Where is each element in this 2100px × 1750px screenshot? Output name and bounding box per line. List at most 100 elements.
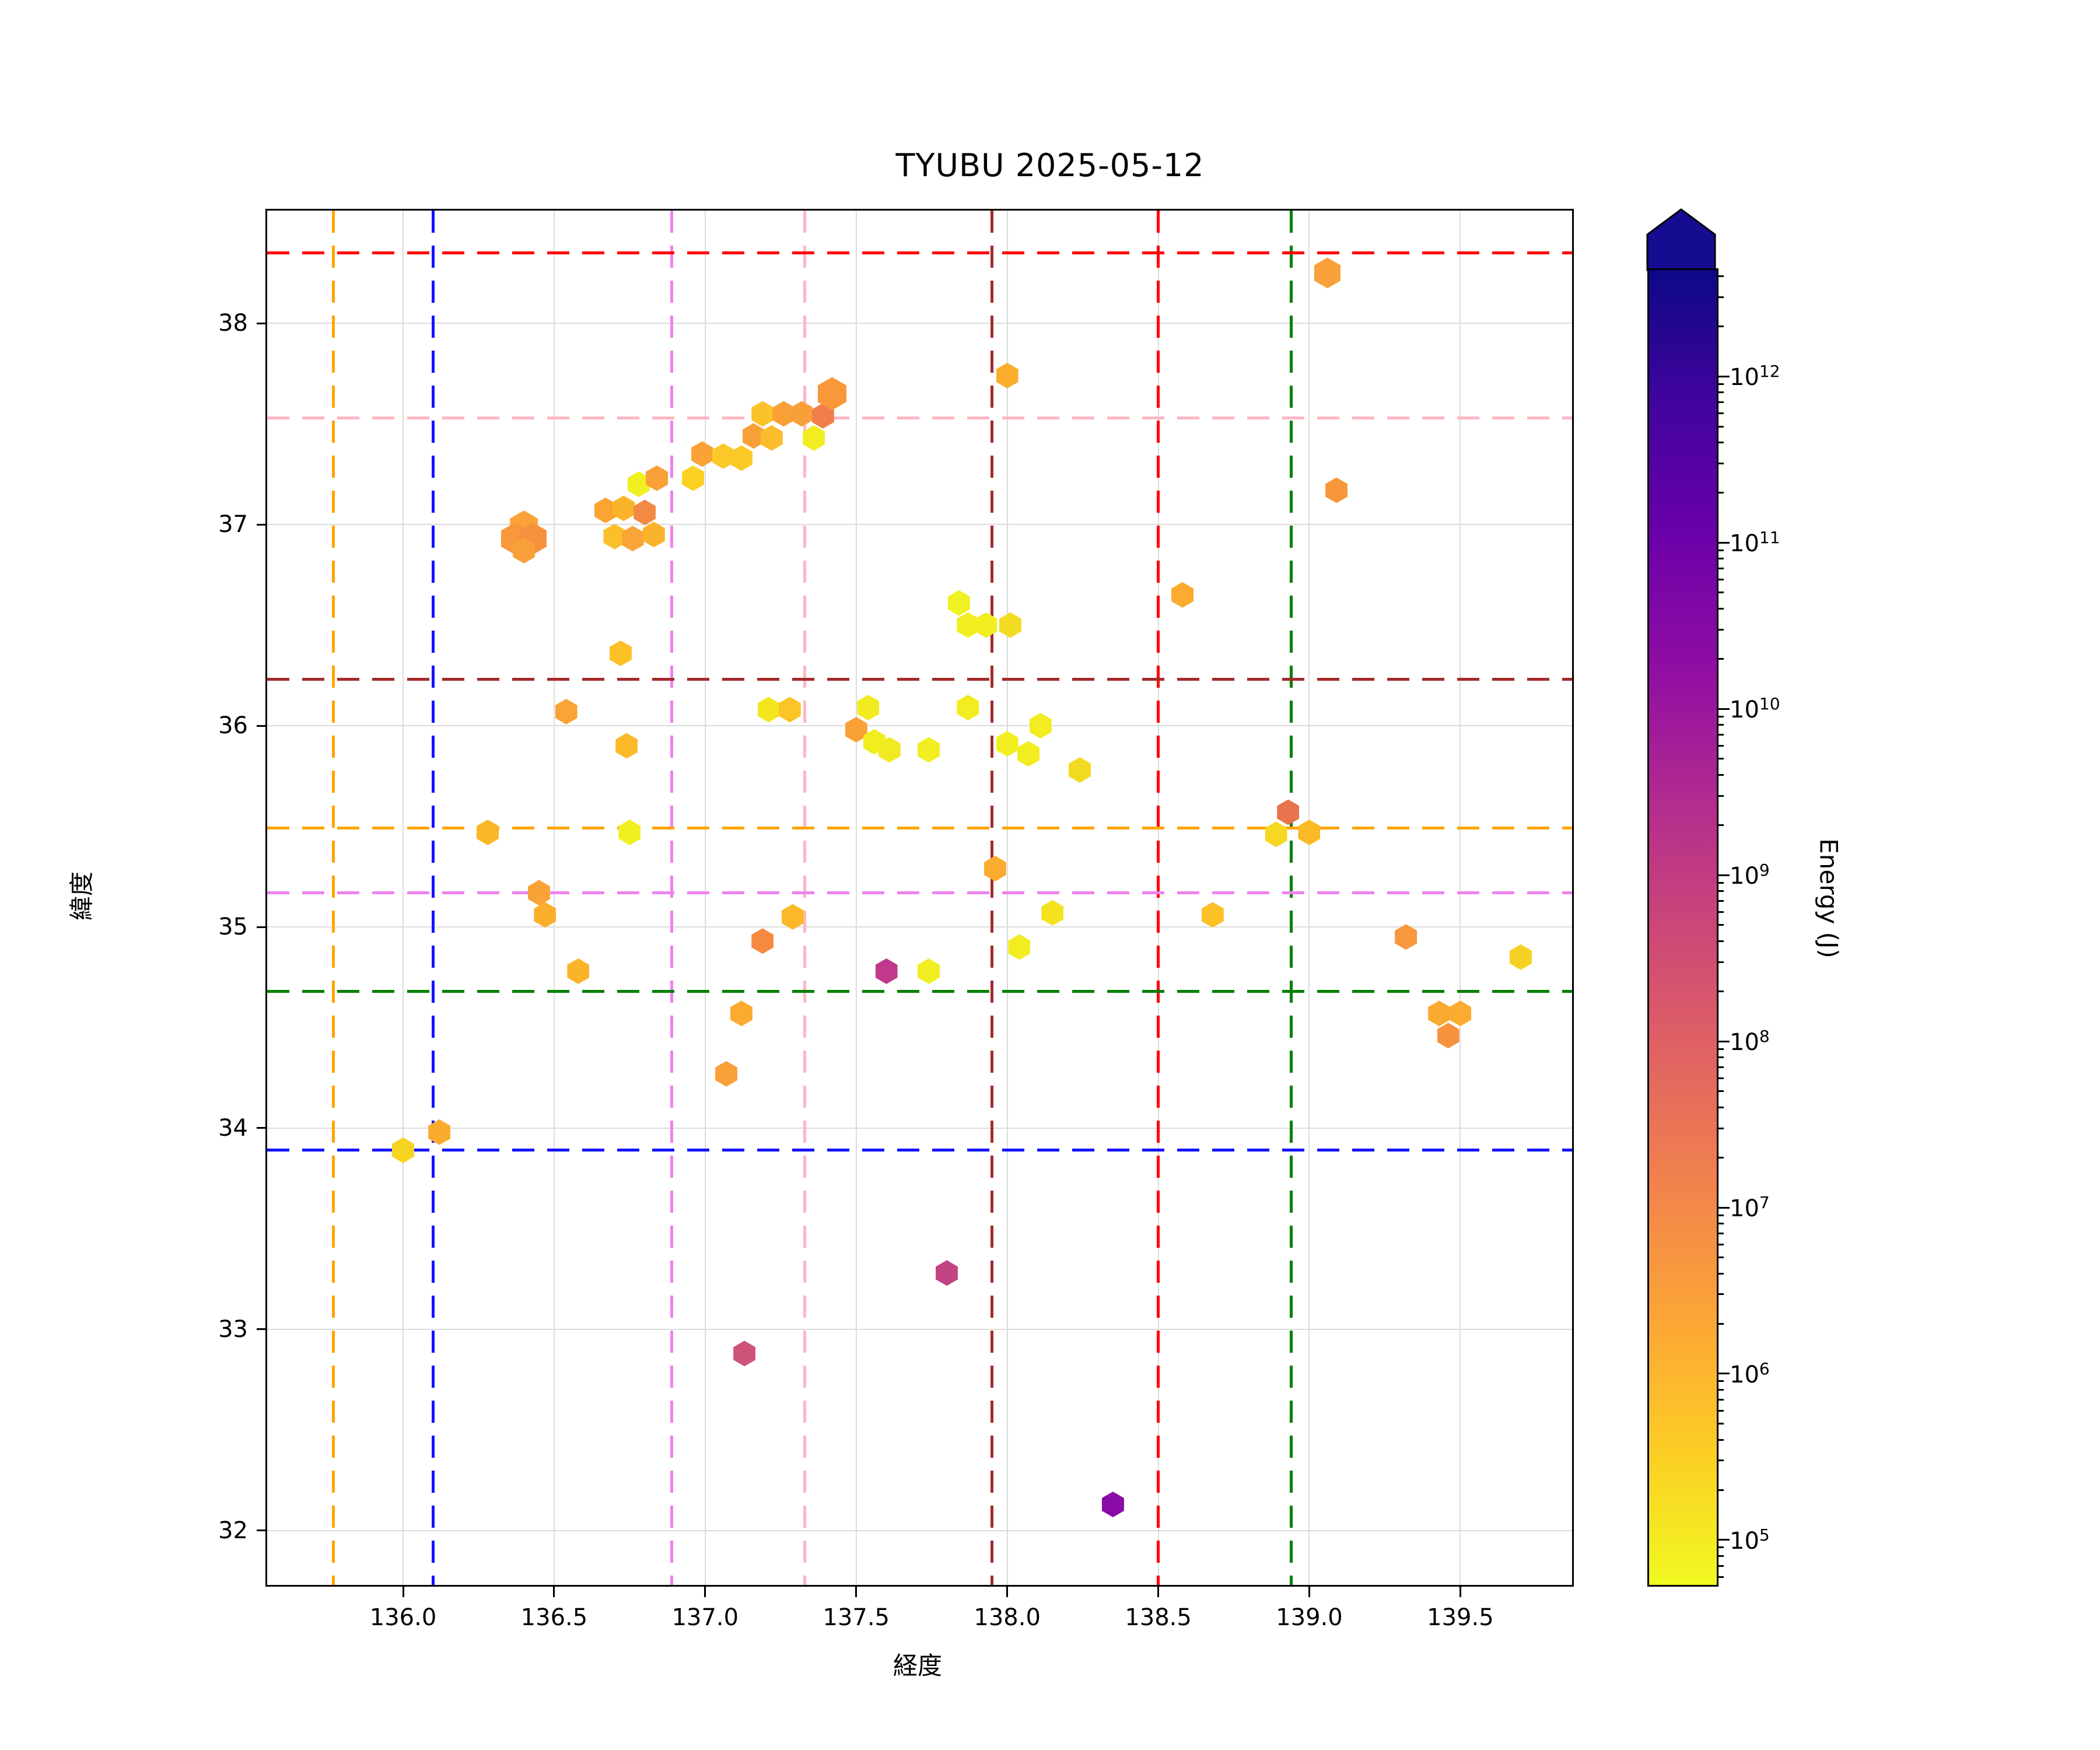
gridline-horizontal [267, 1530, 1572, 1531]
colorbar-minor-tick [1717, 1272, 1724, 1275]
colorbar-tick-label: 1010 [1730, 694, 1780, 724]
data-point [1008, 934, 1031, 960]
y-axis-tick [257, 322, 267, 324]
colorbar-minor-tick [1717, 296, 1724, 298]
y-axis-tick-label: 37 [218, 511, 248, 538]
colorbar-extend-arrow-icon [1646, 208, 1716, 271]
colorbar-minor-tick [1717, 1106, 1724, 1108]
x-axis-tick-label: 138.5 [1125, 1604, 1192, 1631]
data-point [1101, 1492, 1124, 1517]
reference-vline [1157, 211, 1160, 1585]
colorbar-minor-tick [1717, 824, 1724, 826]
data-point [803, 425, 825, 451]
colorbar-minor-tick [1717, 758, 1724, 760]
colorbar-minor-tick [1717, 578, 1724, 580]
colorbar-minor-tick [1717, 325, 1724, 327]
x-axis-tick [1459, 1587, 1461, 1597]
gridline-vertical [704, 211, 706, 1585]
data-point [1041, 900, 1064, 926]
data-point [1395, 924, 1418, 950]
data-point [621, 526, 644, 552]
data-point [1298, 819, 1321, 845]
gridline-vertical [553, 211, 555, 1585]
colorbar-minor-tick [1717, 1409, 1724, 1412]
colorbar-minor-tick [1717, 990, 1724, 992]
colorbar-minor-tick [1717, 1243, 1724, 1245]
data-point [612, 495, 635, 522]
y-axis-tick [257, 926, 267, 928]
colorbar-minor-tick [1717, 628, 1724, 631]
data-point [790, 401, 813, 427]
colorbar-minor-tick [1717, 1232, 1724, 1234]
data-point [878, 737, 901, 763]
colorbar-minor-tick [1717, 1322, 1724, 1325]
colorbar-minor-tick [1717, 442, 1724, 444]
data-point [918, 958, 940, 984]
reference-hline [267, 416, 1572, 419]
colorbar-minor-tick [1717, 733, 1724, 736]
data-point [984, 856, 1006, 881]
data-point [733, 1340, 756, 1367]
y-axis-tick [257, 1328, 267, 1331]
data-point [567, 958, 590, 984]
colorbar-minor-tick [1717, 1090, 1724, 1093]
colorbar-major-tick [1717, 541, 1730, 544]
colorbar-minor-tick [1717, 1256, 1724, 1259]
x-axis-tick-label: 138.0 [974, 1604, 1041, 1631]
colorbar-minor-tick [1717, 558, 1724, 560]
data-point [1277, 799, 1300, 825]
gridline-horizontal [267, 1328, 1572, 1330]
data-point [875, 958, 898, 984]
colorbar-minor-tick [1717, 1066, 1724, 1068]
x-axis-tick-label: 137.5 [822, 1604, 890, 1631]
gridline-vertical [855, 211, 857, 1585]
colorbar-tick-label: 1011 [1730, 528, 1780, 558]
gridline-vertical [402, 211, 404, 1585]
data-point [534, 902, 556, 928]
y-axis-tick [257, 1127, 267, 1129]
y-axis-tick [257, 523, 267, 526]
x-axis-tick-label: 136.5 [520, 1604, 588, 1631]
data-point [1017, 741, 1040, 767]
colorbar-minor-tick [1717, 1156, 1724, 1158]
gridline-vertical [1006, 211, 1008, 1585]
data-point [996, 362, 1019, 388]
colorbar-minor-tick [1717, 1576, 1724, 1578]
colorbar-minor-tick [1717, 592, 1724, 594]
y-axis-tick-label: 38 [218, 310, 248, 337]
colorbar-minor-tick [1717, 383, 1724, 385]
colorbar-minor-tick [1717, 900, 1724, 902]
colorbar-minor-tick [1717, 1077, 1724, 1079]
data-point [1325, 477, 1348, 503]
gridline-vertical [1308, 211, 1310, 1585]
x-axis-tick [553, 1587, 555, 1597]
colorbar-minor-tick [1717, 1398, 1724, 1401]
colorbar-minor-tick [1717, 1293, 1724, 1296]
data-point [1509, 944, 1532, 970]
x-axis-tick-label: 137.0 [671, 1604, 739, 1631]
data-point [782, 904, 804, 930]
reference-hline [267, 678, 1572, 681]
data-point [528, 880, 551, 906]
data-point [996, 731, 1019, 757]
x-axis-tick-label: 136.0 [369, 1604, 437, 1631]
colorbar-major-tick [1717, 1040, 1730, 1042]
chart-title: TYUBU 2025-05-12 [895, 147, 1205, 184]
x-axis-tick-label: 139.5 [1427, 1604, 1494, 1631]
data-point [1428, 1000, 1451, 1027]
colorbar-minor-tick [1717, 890, 1724, 892]
colorbar-major-tick [1717, 1206, 1730, 1209]
colorbar-minor-tick [1717, 401, 1724, 403]
reference-hline [267, 891, 1572, 894]
colorbar-minor-tick [1717, 1389, 1724, 1391]
colorbar-minor-tick [1717, 1127, 1724, 1129]
colorbar-minor-tick [1717, 1056, 1724, 1059]
data-point [634, 499, 656, 526]
reference-hline [267, 827, 1572, 830]
colorbar-minor-tick [1717, 491, 1724, 494]
gridline-horizontal [267, 725, 1572, 727]
y-axis-tick [257, 1530, 267, 1532]
colorbar-minor-tick [1717, 924, 1724, 926]
colorbar-minor-tick [1717, 549, 1724, 551]
